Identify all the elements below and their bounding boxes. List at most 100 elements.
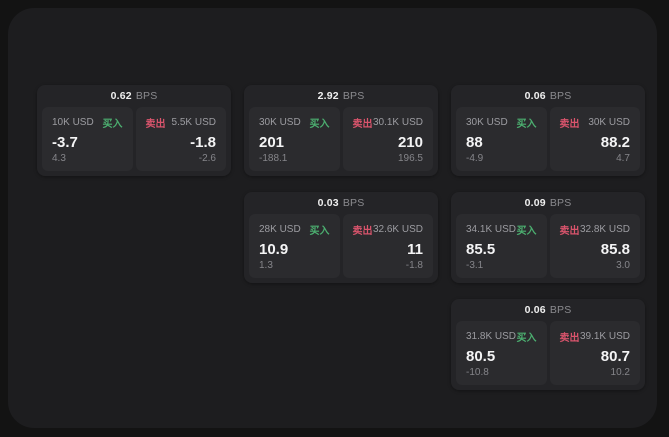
buy-amount: 30K USD <box>259 117 301 128</box>
sell-value: 80.7 <box>600 348 630 365</box>
bps-header: 0.09 BPS <box>456 192 640 214</box>
bps-unit: BPS <box>342 197 365 209</box>
buy-tile[interactable]: 30K USD 买入 201 -188.1 <box>249 107 340 171</box>
buy-side-label: 买入 <box>516 333 537 344</box>
buy-tile-top: 28K USD 买入 <box>259 222 330 237</box>
buy-delta: 4.3 <box>52 153 66 164</box>
bps-value: 0.09 <box>524 197 546 209</box>
sell-delta: 4.7 <box>616 153 630 164</box>
sell-tile[interactable]: 卖出 39.1K USD 80.7 10.2 <box>549 321 640 385</box>
sell-tile[interactable]: 卖出 30K USD 88.2 4.7 <box>549 107 640 171</box>
buy-amount: 31.8K USD <box>466 331 517 342</box>
bps-value: 0.62 <box>110 90 132 102</box>
sell-tile-top: 卖出 32.8K USD <box>560 222 631 237</box>
sell-delta: 3.0 <box>616 260 630 271</box>
quote-card: 2.92 BPS 30K USD 买入 201 -188.1 卖出 30.1K … <box>244 85 438 176</box>
bps-value: 0.06 <box>524 90 546 102</box>
sell-tile[interactable]: 卖出 32.6K USD 11 -1.8 <box>342 214 433 278</box>
sell-amount: 5.5K USD <box>171 117 216 128</box>
card-body: 34.1K USD 买入 85.5 -3.1 卖出 32.8K USD 85.8… <box>456 214 640 278</box>
bps-unit: BPS <box>549 304 572 316</box>
sell-side-label: 卖出 <box>559 226 580 237</box>
buy-side-label: 买入 <box>309 119 330 130</box>
quote-card: 0.62 BPS 10K USD 买入 -3.7 4.3 卖出 5.5K USD <box>37 85 231 176</box>
buy-side-label: 买入 <box>309 226 330 237</box>
buy-delta: -3.1 <box>466 260 484 271</box>
buy-delta: 1.3 <box>259 260 273 271</box>
sell-side-label: 卖出 <box>559 119 580 130</box>
sell-side-label: 卖出 <box>352 119 373 130</box>
bps-unit: BPS <box>135 90 158 102</box>
bps-unit: BPS <box>342 90 365 102</box>
buy-tile[interactable]: 34.1K USD 买入 85.5 -3.1 <box>456 214 547 278</box>
sell-value: 88.2 <box>600 134 630 151</box>
buy-tile[interactable]: 30K USD 买入 88 -4.9 <box>456 107 547 171</box>
buy-delta: -4.9 <box>466 153 484 164</box>
buy-tile-top: 31.8K USD 买入 <box>466 329 537 344</box>
bps-value: 2.92 <box>317 90 339 102</box>
bps-value: 0.06 <box>524 304 546 316</box>
buy-value: 85.5 <box>466 241 496 258</box>
sell-tile-top: 卖出 30K USD <box>560 115 631 130</box>
bps-header: 2.92 BPS <box>249 85 433 107</box>
bps-unit: BPS <box>549 90 572 102</box>
buy-tile-top: 30K USD 买入 <box>466 115 537 130</box>
buy-value: 80.5 <box>466 348 496 365</box>
bps-header: 0.06 BPS <box>456 299 640 321</box>
quote-card: 0.09 BPS 34.1K USD 买入 85.5 -3.1 卖出 32.8K… <box>451 192 645 283</box>
card-body: 31.8K USD 买入 80.5 -10.8 卖出 39.1K USD 80.… <box>456 321 640 385</box>
buy-side-label: 买入 <box>516 119 537 130</box>
sell-tile[interactable]: 卖出 5.5K USD -1.8 -2.6 <box>135 107 226 171</box>
sell-delta: -2.6 <box>198 153 216 164</box>
bps-header: 0.06 BPS <box>456 85 640 107</box>
buy-value: 88 <box>466 134 483 151</box>
buy-delta: -188.1 <box>259 153 288 164</box>
sell-side-label: 卖出 <box>352 226 373 237</box>
buy-tile[interactable]: 28K USD 买入 10.9 1.3 <box>249 214 340 278</box>
sell-tile[interactable]: 卖出 30.1K USD 210 196.5 <box>342 107 433 171</box>
sell-value: 85.8 <box>600 241 630 258</box>
sell-tile[interactable]: 卖出 32.8K USD 85.8 3.0 <box>549 214 640 278</box>
buy-value: 10.9 <box>259 241 289 258</box>
sell-amount: 30K USD <box>588 117 630 128</box>
bps-header: 0.62 BPS <box>42 85 226 107</box>
sell-delta: 196.5 <box>397 153 423 164</box>
bps-unit: BPS <box>549 197 572 209</box>
sell-value: 210 <box>397 134 423 151</box>
sell-value: -1.8 <box>190 134 216 151</box>
buy-delta: -10.8 <box>466 367 489 378</box>
buy-tile-top: 30K USD 买入 <box>259 115 330 130</box>
buy-amount: 28K USD <box>259 224 301 235</box>
bps-value: 0.03 <box>317 197 339 209</box>
sell-delta: 10.2 <box>610 367 630 378</box>
buy-value: -3.7 <box>52 134 78 151</box>
quote-card: 0.06 BPS 30K USD 买入 88 -4.9 卖出 30K USD <box>451 85 645 176</box>
quote-card: 0.06 BPS 31.8K USD 买入 80.5 -10.8 卖出 39.1… <box>451 299 645 390</box>
buy-amount: 34.1K USD <box>466 224 517 235</box>
sell-tile-top: 卖出 39.1K USD <box>560 329 631 344</box>
card-body: 30K USD 买入 88 -4.9 卖出 30K USD 88.2 4.7 <box>456 107 640 171</box>
bps-header: 0.03 BPS <box>249 192 433 214</box>
buy-tile[interactable]: 31.8K USD 买入 80.5 -10.8 <box>456 321 547 385</box>
buy-amount: 10K USD <box>52 117 94 128</box>
sell-tile-top: 卖出 5.5K USD <box>146 115 217 130</box>
quote-card: 0.03 BPS 28K USD 买入 10.9 1.3 卖出 32.6K US… <box>244 192 438 283</box>
sell-delta: -1.8 <box>405 260 423 271</box>
sell-side-label: 卖出 <box>145 119 166 130</box>
sell-amount: 32.8K USD <box>579 224 630 235</box>
sell-amount: 39.1K USD <box>579 331 630 342</box>
buy-tile[interactable]: 10K USD 买入 -3.7 4.3 <box>42 107 133 171</box>
sell-side-label: 卖出 <box>559 333 580 344</box>
buy-side-label: 买入 <box>516 226 537 237</box>
quote-cards-grid: 0.62 BPS 10K USD 买入 -3.7 4.3 卖出 5.5K USD <box>37 85 645 390</box>
sell-amount: 32.6K USD <box>372 224 423 235</box>
buy-side-label: 买入 <box>102 119 123 130</box>
sell-tile-top: 卖出 30.1K USD <box>353 115 424 130</box>
sell-value: 11 <box>407 241 423 258</box>
buy-value: 201 <box>259 134 285 151</box>
card-body: 10K USD 买入 -3.7 4.3 卖出 5.5K USD -1.8 -2.… <box>42 107 226 171</box>
buy-amount: 30K USD <box>466 117 508 128</box>
buy-tile-top: 34.1K USD 买入 <box>466 222 537 237</box>
card-body: 30K USD 买入 201 -188.1 卖出 30.1K USD 210 1… <box>249 107 433 171</box>
sell-amount: 30.1K USD <box>372 117 423 128</box>
